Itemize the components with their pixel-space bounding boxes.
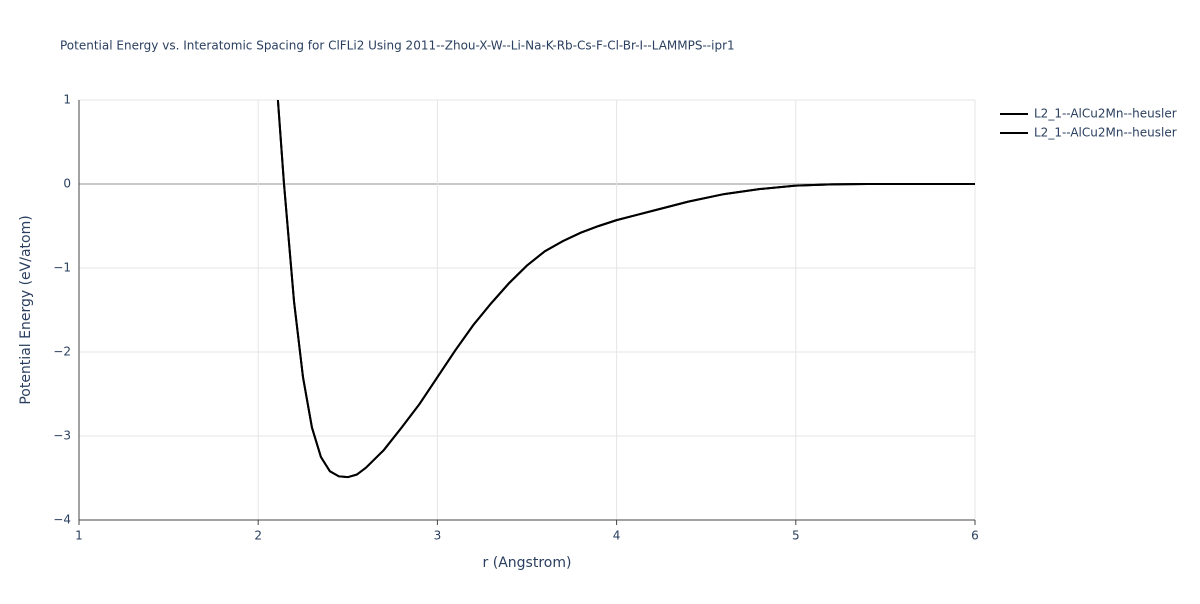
y-tick-label: 1 [63,93,71,107]
chart-title: Potential Energy vs. Interatomic Spacing… [60,39,735,53]
x-tick-label: 2 [254,529,262,543]
x-tick-label: 6 [971,529,979,543]
x-tick-label: 4 [613,529,621,543]
y-tick-label: −2 [53,345,71,359]
legend-label: L2_1--AlCu2Mn--heusler [1034,126,1177,140]
y-tick-label: −3 [53,429,71,443]
series-line [276,100,975,479]
y-tick-label: −1 [53,261,71,275]
x-tick-label: 5 [792,529,800,543]
y-axis-label: Potential Energy (eV/atom) [18,215,34,404]
y-tick-label: 0 [63,177,71,191]
y-tick-label: −4 [53,513,71,527]
x-tick-label: 3 [434,529,442,543]
legend-label: L2_1--AlCu2Mn--heusler [1034,107,1177,121]
grid: −4 −3 −2 −1 0 1 1 2 3 4 5 6 [53,93,979,543]
x-axis-label: r (Angstrom) [483,555,572,571]
legend: L2_1--AlCu2Mn--heusler L2_1--AlCu2Mn--heu… [1000,107,1177,140]
series-line [276,100,975,479]
plot-area [276,100,975,479]
x-tick-label: 1 [75,529,83,543]
